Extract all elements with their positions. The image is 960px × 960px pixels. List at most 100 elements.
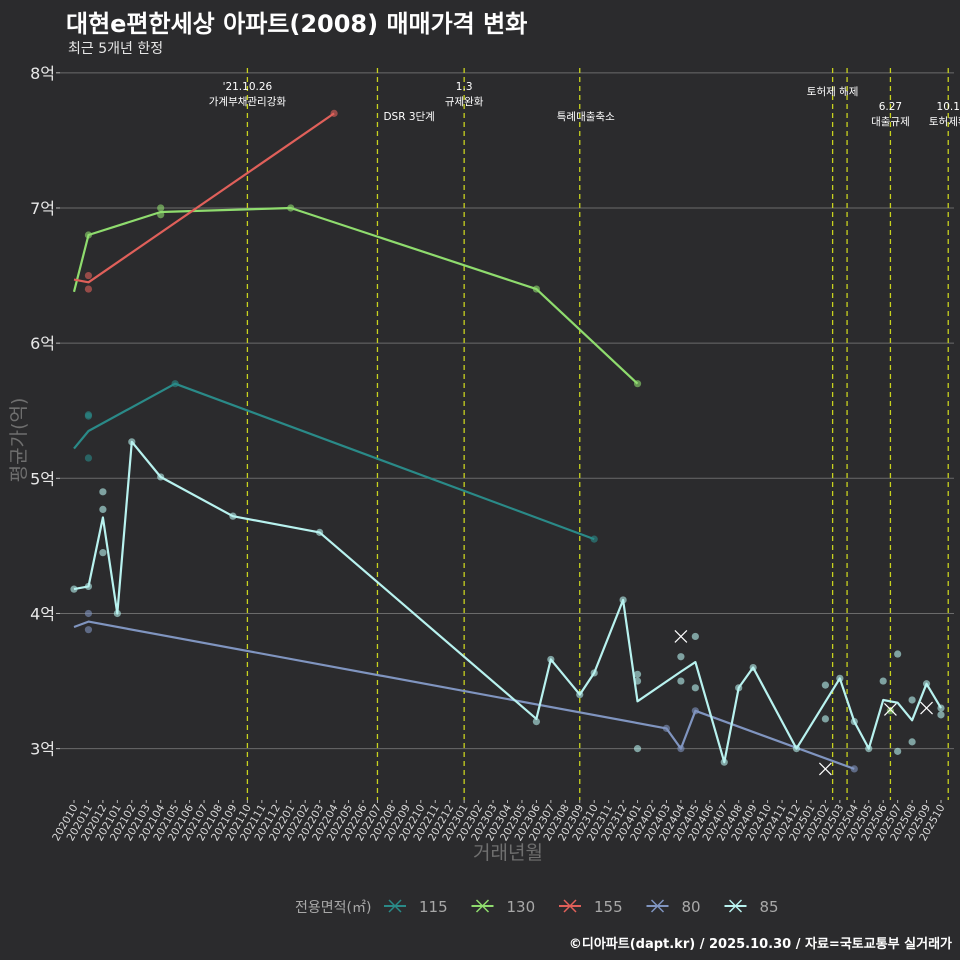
data-point-85 bbox=[590, 669, 598, 677]
data-point-115 bbox=[590, 535, 598, 543]
data-point-155 bbox=[84, 285, 93, 293]
series-line-115 bbox=[73, 382, 595, 541]
data-point-155 bbox=[330, 109, 338, 117]
legend-item-80: 80 bbox=[646, 898, 701, 916]
event-annotation: 토허제 해제 bbox=[807, 85, 859, 98]
data-point-85 bbox=[908, 738, 916, 746]
y-tick-label: 6억 bbox=[30, 334, 55, 353]
y-tick-label: 5억 bbox=[30, 469, 55, 488]
data-point-85 bbox=[677, 653, 685, 661]
event-annotation: '21.10.26 bbox=[223, 81, 273, 93]
data-point-85 bbox=[633, 670, 642, 678]
legend-label: 130 bbox=[507, 898, 536, 916]
data-point-85 bbox=[677, 677, 685, 685]
data-point-85 bbox=[99, 549, 107, 557]
data-point-130 bbox=[532, 285, 541, 293]
event-annotation: 10.1 bbox=[937, 101, 960, 113]
data-point-85 bbox=[128, 438, 136, 446]
data-point-85 bbox=[836, 674, 844, 682]
event-annotation: 대출규제 bbox=[871, 116, 910, 128]
transaction-cross-85 bbox=[674, 630, 688, 643]
data-point-85 bbox=[691, 632, 699, 641]
legend-title: 전용면적(㎡) bbox=[295, 900, 371, 916]
event-annotation: 토허제확 bbox=[929, 115, 960, 128]
data-point-85 bbox=[532, 718, 541, 726]
data-point-80 bbox=[850, 765, 858, 773]
event-annotation: 6.27 bbox=[879, 101, 902, 113]
series-line-85 bbox=[73, 440, 942, 764]
y-axis-title: 평균가(억) bbox=[8, 398, 30, 483]
data-point-85 bbox=[84, 582, 93, 591]
legend-key-cross bbox=[563, 899, 577, 913]
data-point-80 bbox=[677, 745, 685, 753]
cross-stroke bbox=[674, 630, 688, 643]
data-point-85 bbox=[735, 684, 743, 692]
data-point-85 bbox=[937, 711, 945, 719]
chart-subtitle: 최근 5개년 한정 bbox=[68, 41, 164, 57]
data-point-85 bbox=[99, 488, 107, 496]
data-point-115 bbox=[171, 380, 179, 388]
data-point-85 bbox=[99, 505, 107, 513]
data-point-115 bbox=[84, 412, 93, 420]
data-point-85 bbox=[792, 745, 801, 753]
data-point-85 bbox=[576, 690, 584, 699]
legend-label: 115 bbox=[419, 898, 448, 916]
source-caption: ©디아파트(dapt.kr) / 2025.10.30 / 자료=국토교통부 실… bbox=[568, 937, 952, 952]
cross-stroke bbox=[884, 703, 897, 716]
event-annotation: DSR 3단계 bbox=[383, 111, 434, 123]
data-point-85 bbox=[749, 663, 757, 672]
legend-key-cross bbox=[475, 899, 490, 913]
data-point-85 bbox=[113, 609, 121, 618]
data-point-130 bbox=[633, 380, 642, 388]
legend-label: 80 bbox=[682, 898, 701, 916]
data-point-130 bbox=[157, 204, 165, 212]
data-point-85 bbox=[157, 473, 165, 481]
legend-key-cross bbox=[728, 899, 743, 913]
data-point-85 bbox=[865, 745, 873, 753]
transaction-cross-80 bbox=[818, 762, 832, 776]
cross-stroke bbox=[920, 701, 933, 715]
chart-title: 대현e편한세상 아파트(2008) 매매가격 변화 bbox=[66, 10, 528, 38]
legend-item-130: 130 bbox=[471, 898, 536, 916]
legend-key-cross bbox=[388, 899, 402, 913]
data-point-85 bbox=[316, 528, 324, 536]
data-point-85 bbox=[894, 650, 902, 658]
data-point-80 bbox=[662, 724, 671, 732]
y-tick-label: 4억 bbox=[30, 604, 55, 623]
x-axis-title: 거래년월 bbox=[473, 842, 543, 864]
data-point-130 bbox=[287, 204, 295, 212]
legend-key-cross bbox=[650, 899, 665, 913]
data-point-80 bbox=[84, 626, 93, 634]
data-point-85 bbox=[229, 512, 237, 520]
data-point-85 bbox=[922, 680, 931, 688]
series-line-155 bbox=[73, 112, 335, 284]
transaction-cross-85 bbox=[920, 701, 933, 715]
data-point-85 bbox=[821, 681, 830, 689]
data-point-115 bbox=[84, 454, 93, 462]
data-point-85 bbox=[547, 655, 555, 664]
data-point-85 bbox=[908, 696, 916, 704]
legend-item-85: 85 bbox=[724, 898, 779, 916]
data-point-85 bbox=[894, 747, 902, 755]
y-tick-label: 3억 bbox=[30, 740, 55, 759]
legend-item-155: 155 bbox=[559, 898, 623, 916]
event-annotation: 1.3 bbox=[456, 81, 473, 93]
series-line-80 bbox=[73, 620, 855, 770]
data-point-85 bbox=[821, 715, 830, 723]
legend-item-115: 115 bbox=[384, 898, 448, 916]
data-point-130 bbox=[84, 231, 93, 239]
legend-label: 85 bbox=[760, 898, 779, 916]
data-point-80 bbox=[691, 707, 699, 715]
legend-label: 155 bbox=[594, 898, 623, 916]
data-point-155 bbox=[84, 271, 93, 280]
event-annotation: 규제완화 bbox=[445, 95, 484, 108]
data-point-85 bbox=[70, 585, 78, 593]
data-point-80 bbox=[84, 609, 93, 618]
y-tick-label: 7억 bbox=[30, 199, 55, 218]
data-point-85 bbox=[619, 596, 627, 604]
data-point-85 bbox=[937, 704, 945, 712]
y-tick-label: 8억 bbox=[30, 64, 55, 83]
data-point-130 bbox=[157, 211, 165, 219]
